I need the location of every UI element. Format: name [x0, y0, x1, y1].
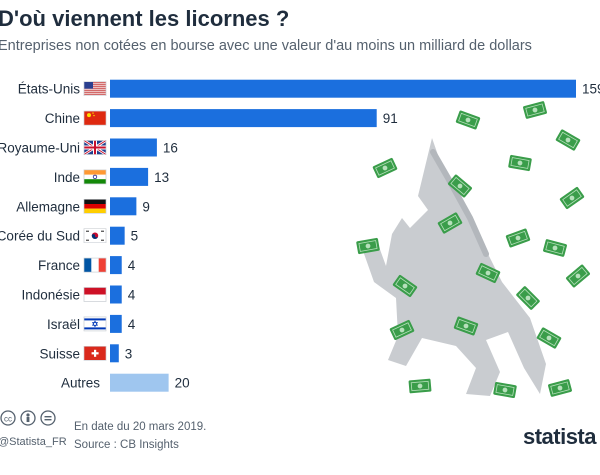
category-label-israel: Israël [47, 317, 80, 332]
bar-inde [110, 167, 149, 186]
statista-logo: statista [522, 424, 597, 449]
footer: cc @Statista_FR En date du 20 mars 2019.… [0, 408, 600, 475]
banknote-icon [548, 379, 572, 397]
south-korea-flag-icon [83, 228, 107, 243]
value-label-chine: 91 [383, 111, 398, 126]
category-label-allemagne: Allemagne [16, 199, 80, 214]
israel-flag-icon [83, 316, 107, 332]
bar-indonesie [110, 285, 122, 304]
unicorn-mane [430, 149, 489, 257]
banknote-icon [392, 274, 418, 298]
banknote-icon [408, 378, 432, 394]
category-label-suisse: Suisse [39, 346, 80, 361]
banknote-icon [453, 316, 479, 336]
value-label-allemagne: 9 [142, 199, 150, 214]
france-flag-icon [83, 257, 107, 273]
banknote-icon [437, 212, 463, 234]
value-label-suisse: 3 [125, 346, 133, 361]
india-flag-icon [83, 169, 107, 185]
banknote-icon [389, 319, 415, 341]
banknote-icon [505, 228, 531, 248]
bar-israel [110, 314, 122, 333]
value-label-inde: 13 [154, 170, 169, 185]
banknote-icon [508, 154, 532, 172]
value-label-coree-du-sud: 5 [131, 229, 139, 244]
bar-suisse [110, 344, 119, 363]
category-label-autres: Autres [61, 376, 100, 391]
banknote-icon [455, 110, 481, 130]
china-flag-icon [83, 110, 107, 126]
bars-group: États-Unis 159 Chine 91 Royaume-Uni 16 Inde 13 A… [0, 79, 600, 392]
value-label-etats-unis: 159 [582, 82, 600, 97]
date-note: En date du 20 mars 2019. [74, 421, 207, 433]
source-block: En date du 20 mars 2019. Source : CB Ins… [74, 418, 206, 454]
statista-handle: @Statista_FR [0, 436, 67, 448]
bar-allemagne [110, 197, 137, 216]
source-note: Source : CB Insights [74, 439, 179, 451]
bar-coree-du-sud [110, 226, 125, 245]
value-label-israel: 4 [128, 317, 136, 332]
svg-text:cc: cc [4, 415, 12, 424]
banknote-icon [566, 264, 590, 288]
value-label-indonesie: 4 [128, 288, 136, 303]
banknote-icon [356, 237, 380, 255]
banknote-icon [555, 129, 581, 151]
value-label-royaume-uni: 16 [163, 141, 178, 156]
banknote-icon [516, 286, 540, 310]
chart-subtitle: Entreprises non cotées en bourse avec un… [0, 38, 532, 54]
category-label-france: France [38, 258, 80, 273]
indonesia-flag-icon [83, 287, 107, 302]
category-label-etats-unis: États-Unis [18, 82, 81, 97]
banknote-icon [448, 174, 472, 198]
category-label-inde: Inde [54, 170, 80, 185]
bar-chine [110, 109, 377, 128]
unicorn-illustration [356, 101, 590, 398]
banknote-icon [543, 239, 567, 257]
us-flag-icon [83, 81, 107, 96]
switzerland-flag-icon [83, 345, 107, 361]
uk-flag-icon [83, 139, 107, 156]
category-label-coree-du-sud: Corée du Sud [0, 229, 80, 244]
category-label-chine: Chine [45, 111, 80, 126]
bar-etats-unis [110, 79, 576, 98]
unicorn-bar-chart: États-Unis 159 Chine 91 Royaume-Uni 16 Inde 13 A… [0, 79, 600, 398]
banknote-icon [493, 381, 517, 398]
bar-royaume-uni [110, 138, 157, 157]
banknote-icon [372, 157, 398, 179]
germany-flag-icon [83, 199, 107, 214]
category-label-indonesie: Indonésie [21, 288, 80, 303]
banknote-icon [475, 262, 501, 284]
category-label-royaume-uni: Royaume-Uni [0, 141, 80, 156]
banknote-icon [523, 101, 547, 119]
creative-commons-icons: cc [0, 410, 56, 426]
banknote-icon [536, 327, 562, 349]
bar-france [110, 256, 122, 275]
chart-title: D'où viennent les licornes ? [0, 6, 290, 31]
bar-autres [110, 373, 169, 392]
banknote-icon [559, 186, 585, 210]
value-label-france: 4 [128, 258, 136, 273]
value-label-autres: 20 [175, 376, 190, 391]
